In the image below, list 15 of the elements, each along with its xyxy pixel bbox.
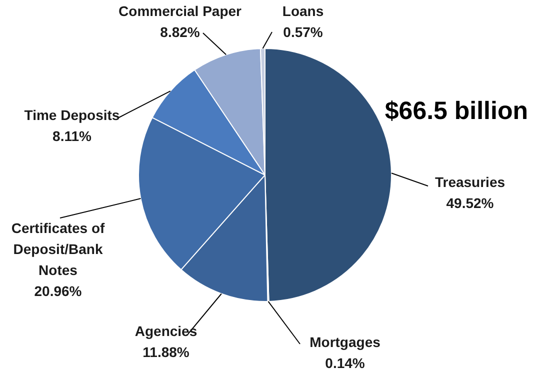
- slice-label: Mortgages: [310, 334, 381, 350]
- data-label: 11.88%: [142, 344, 190, 360]
- slice-label: Commercial Paper: [118, 2, 242, 19]
- data-label: 49.52%: [446, 194, 494, 211]
- slice-label: Certificates of Deposit/Bank Notes: [11, 220, 106, 278]
- slice-label: Loans: [282, 2, 324, 19]
- data-label: 20.96%: [34, 282, 82, 299]
- data-label: 8.82%: [160, 24, 200, 40]
- slice-label: Treasuries: [434, 174, 506, 190]
- data-label: 0.14%: [325, 354, 366, 371]
- text: $66.5 billion: [384, 96, 528, 125]
- slice-label: Agencies: [134, 322, 198, 339]
- data-label: 8.11%: [52, 128, 92, 144]
- slice-label: Time Deposits: [24, 106, 120, 123]
- data-label: 0.57%: [283, 24, 324, 40]
